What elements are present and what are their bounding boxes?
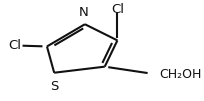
Text: Cl: Cl (8, 39, 21, 52)
Text: CH₂OH: CH₂OH (159, 68, 201, 81)
Text: Cl: Cl (111, 3, 124, 16)
Text: S: S (50, 80, 58, 93)
Text: N: N (79, 6, 89, 19)
